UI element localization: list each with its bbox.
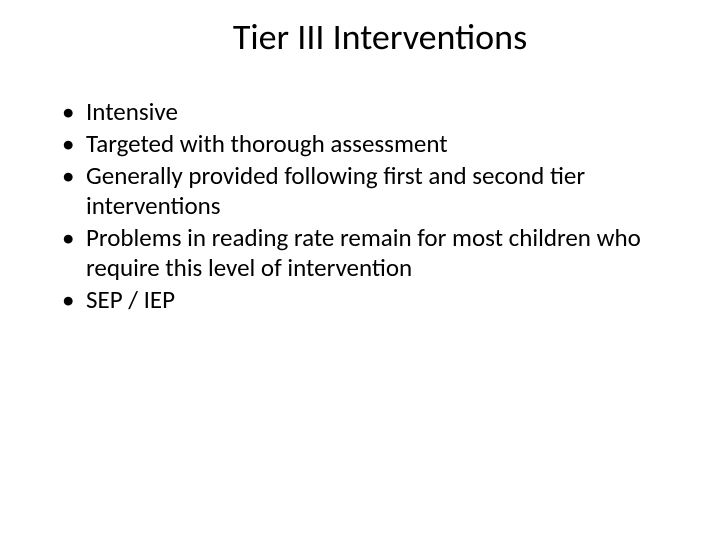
list-item: Problems in reading rate remain for most… bbox=[62, 223, 680, 283]
list-item: SEP / IEP bbox=[62, 285, 680, 315]
list-item: Generally provided following first and s… bbox=[62, 161, 680, 221]
list-item: Intensive bbox=[62, 97, 680, 127]
slide-container: Tier III Interventions Intensive Targete… bbox=[0, 0, 720, 540]
bullet-list: Intensive Targeted with thorough assessm… bbox=[40, 97, 680, 315]
slide-title: Tier III Interventions bbox=[80, 15, 680, 59]
list-item: Targeted with thorough assessment bbox=[62, 129, 680, 159]
